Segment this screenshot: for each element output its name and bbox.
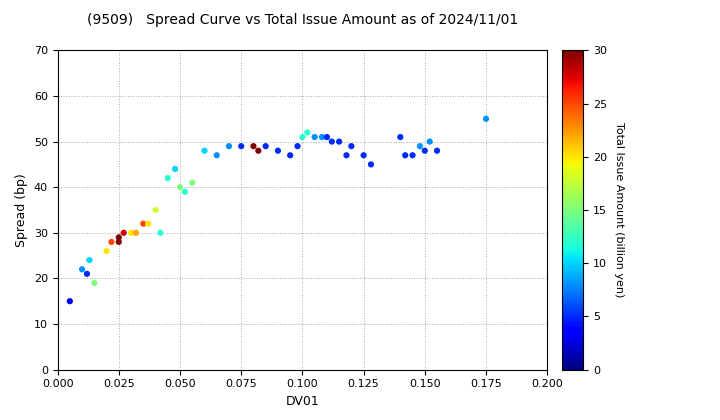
Point xyxy=(407,152,418,159)
Point xyxy=(400,152,411,159)
Point xyxy=(76,266,88,273)
Point xyxy=(211,152,222,159)
Point xyxy=(235,143,247,150)
Point xyxy=(341,152,352,159)
Point xyxy=(89,280,100,286)
Point xyxy=(297,134,308,140)
Point xyxy=(326,138,338,145)
Point xyxy=(64,298,76,304)
Point xyxy=(284,152,296,159)
Point xyxy=(316,134,328,140)
Point xyxy=(309,134,320,140)
Point xyxy=(253,147,264,154)
Point xyxy=(138,220,149,227)
Point xyxy=(346,143,357,150)
Point xyxy=(358,152,369,159)
Point xyxy=(81,270,93,277)
Point xyxy=(302,129,313,136)
Point xyxy=(186,179,198,186)
X-axis label: DV01: DV01 xyxy=(286,395,319,408)
Point xyxy=(414,143,426,150)
Text: (9509)   Spread Curve vs Total Issue Amount as of 2024/11/01: (9509) Spread Curve vs Total Issue Amoun… xyxy=(87,13,518,26)
Point xyxy=(272,147,284,154)
Point xyxy=(130,229,142,236)
Point xyxy=(113,234,125,241)
Point xyxy=(143,220,154,227)
Point xyxy=(223,143,235,150)
Point xyxy=(431,147,443,154)
Point xyxy=(199,147,210,154)
Point xyxy=(150,207,161,213)
Point xyxy=(424,138,436,145)
Point xyxy=(169,165,181,172)
Point xyxy=(84,257,95,263)
Point xyxy=(419,147,431,154)
Point xyxy=(321,134,333,140)
Point xyxy=(260,143,271,150)
Point xyxy=(106,239,117,245)
Point xyxy=(174,184,186,191)
Point xyxy=(333,138,345,145)
Point xyxy=(125,229,137,236)
Point xyxy=(179,189,191,195)
Y-axis label: Spread (bp): Spread (bp) xyxy=(15,173,28,247)
Point xyxy=(113,239,125,245)
Point xyxy=(155,229,166,236)
Point xyxy=(480,116,492,122)
Y-axis label: Total Issue Amount (billion yen): Total Issue Amount (billion yen) xyxy=(613,122,624,298)
Point xyxy=(101,248,112,255)
Point xyxy=(118,229,130,236)
Point xyxy=(292,143,303,150)
Point xyxy=(365,161,377,168)
Point xyxy=(395,134,406,140)
Point xyxy=(248,143,259,150)
Point xyxy=(162,175,174,181)
